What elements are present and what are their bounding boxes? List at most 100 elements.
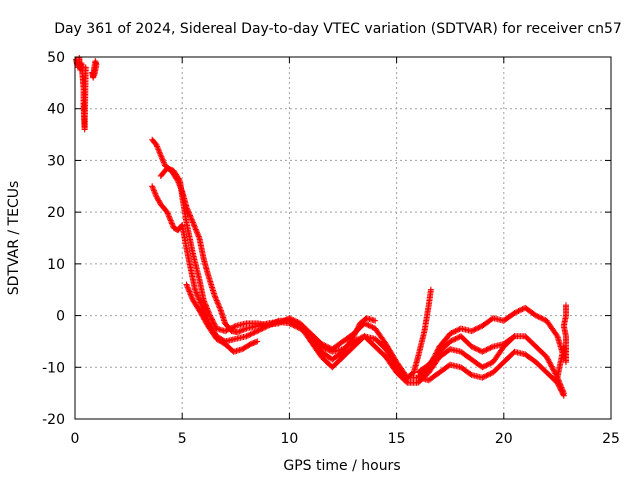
data-point: [476, 347, 483, 354]
data-point: [192, 226, 199, 233]
data-point: [560, 391, 567, 398]
series-arc-g: [415, 348, 567, 399]
data-point: [290, 317, 297, 324]
data-point: [545, 356, 552, 363]
series-arc-f: [415, 333, 518, 376]
data-point: [482, 347, 489, 354]
data-point: [176, 176, 183, 183]
data-point: [488, 344, 495, 351]
data-point: [518, 306, 525, 313]
data-point: [487, 360, 494, 367]
data-point: [545, 358, 552, 365]
data-point: [353, 328, 360, 335]
data-point: [217, 305, 224, 312]
data-point: [534, 313, 541, 320]
data-point: [209, 316, 216, 323]
data-point: [289, 316, 296, 323]
data-point: [216, 304, 223, 311]
data-point: [184, 284, 191, 291]
data-point: [484, 361, 491, 368]
data-point: [167, 216, 174, 223]
series-arc-e: [307, 315, 379, 363]
data-point: [209, 317, 216, 324]
x-tick-label: 0: [71, 431, 80, 447]
data-point: [183, 281, 190, 288]
data-point: [236, 328, 243, 335]
data-point: [189, 219, 196, 226]
data-point: [184, 282, 191, 289]
data-point: [164, 209, 171, 216]
data-point: [482, 362, 489, 369]
y-axis-title: SDTVAR / TECUs: [6, 181, 22, 296]
series-arc-d: [183, 281, 261, 355]
data-point: [206, 311, 213, 318]
data-point: [487, 370, 494, 377]
data-point: [532, 312, 539, 319]
data-point: [511, 309, 518, 316]
data-point: [222, 328, 229, 335]
data-point: [231, 323, 238, 330]
data-point: [254, 328, 261, 335]
data-point: [471, 326, 478, 333]
data-point: [203, 320, 210, 327]
data-point: [468, 328, 475, 335]
data-point: [322, 342, 329, 349]
data-point: [321, 342, 328, 349]
data-point: [195, 233, 202, 240]
data-point: [186, 288, 193, 295]
y-tick-label: 40: [47, 102, 65, 118]
y-tick-label: -10: [42, 360, 65, 376]
data-point: [91, 72, 98, 79]
data-point: [366, 322, 373, 329]
data-point: [283, 316, 290, 323]
data-point: [201, 298, 208, 305]
data-point: [204, 306, 211, 313]
data-point: [259, 325, 266, 332]
data-point: [536, 314, 543, 321]
data-point: [247, 331, 254, 338]
data-point: [197, 308, 204, 315]
data-point: [193, 290, 200, 297]
data-point: [223, 327, 230, 334]
data-point: [555, 381, 562, 388]
data-point: [185, 287, 192, 294]
data-point: [484, 346, 491, 353]
data-point: [198, 311, 205, 318]
data-point: [291, 317, 298, 324]
data-point: [538, 315, 545, 322]
data-point: [556, 383, 563, 390]
data-point: [480, 348, 487, 355]
data-point: [214, 298, 221, 305]
data-point: [483, 372, 490, 379]
data-point: [541, 316, 547, 323]
axis-ticks: 0 5 10 15 20 25 -20 -10 0 10 20 30 40 50: [42, 50, 620, 447]
data-point: [281, 317, 288, 324]
data-point: [559, 390, 566, 397]
data-point: [483, 346, 490, 353]
data-point: [166, 214, 173, 221]
data-point: [364, 321, 371, 328]
data-point: [207, 313, 214, 320]
data-point: [516, 307, 523, 314]
data-point: [194, 229, 201, 236]
data-point: [168, 219, 175, 226]
data-point: [153, 193, 160, 200]
data-point: [185, 208, 192, 215]
data-point: [194, 293, 201, 300]
data-point: [197, 309, 204, 316]
data-point: [214, 300, 221, 307]
data-point: [275, 320, 282, 327]
data-point: [294, 319, 301, 326]
data-point: [287, 315, 294, 322]
data-point: [474, 346, 480, 353]
data-point: [351, 331, 358, 338]
data-point: [486, 361, 493, 368]
data-point: [188, 215, 195, 222]
data-point: [455, 326, 462, 333]
data-point: [547, 362, 554, 369]
data-point: [355, 324, 362, 331]
data-point: [350, 333, 357, 340]
data-point: [187, 291, 194, 298]
data-point: [191, 222, 198, 229]
y-tick-label: 10: [47, 257, 65, 273]
